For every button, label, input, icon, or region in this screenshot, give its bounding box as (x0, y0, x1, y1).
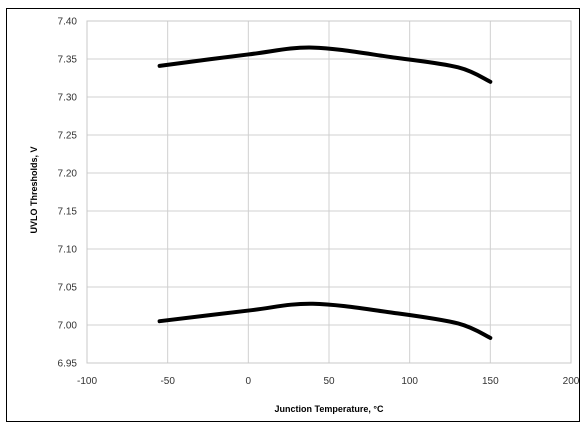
x-tick-label: 100 (401, 376, 418, 387)
y-tick-label: 7.35 (58, 55, 78, 66)
plot-area-border (86, 20, 572, 364)
x-tick-label: -50 (160, 376, 175, 387)
x-tick-label: 50 (323, 376, 335, 387)
x-tick-label: 0 (246, 376, 252, 387)
y-tick-label: 7.00 (58, 321, 78, 332)
y-tick-label: 6.95 (58, 359, 78, 370)
y-tick-label: 7.20 (58, 169, 78, 180)
y-tick-label: 7.25 (58, 131, 78, 142)
x-axis-title: Junction Temperature, °C (275, 404, 384, 414)
y-tick-labels: 6.95 7.00 7.05 7.10 7.15 7.20 7.25 7.30 7.35 7.40 (58, 17, 78, 370)
y-tick-label: 7.10 (58, 245, 78, 256)
y-tick-label: 7.15 (58, 207, 78, 218)
x-tick-labels: -100 -50 0 50 100 150 200 (77, 376, 580, 387)
y-tick-label: 7.30 (58, 93, 78, 104)
y-axis-title: UVLO Thresholds, V (29, 146, 39, 233)
series-lines (157, 45, 493, 340)
y-tick-label: 7.05 (58, 283, 78, 294)
x-tick-label: -100 (77, 376, 97, 387)
gridlines (86, 20, 572, 364)
x-tick-label: 200 (563, 376, 580, 387)
series-line-lower (157, 301, 493, 340)
x-tick-label: 150 (482, 376, 499, 387)
series-line-upper (157, 45, 493, 84)
y-tick-label: 7.40 (58, 17, 78, 28)
